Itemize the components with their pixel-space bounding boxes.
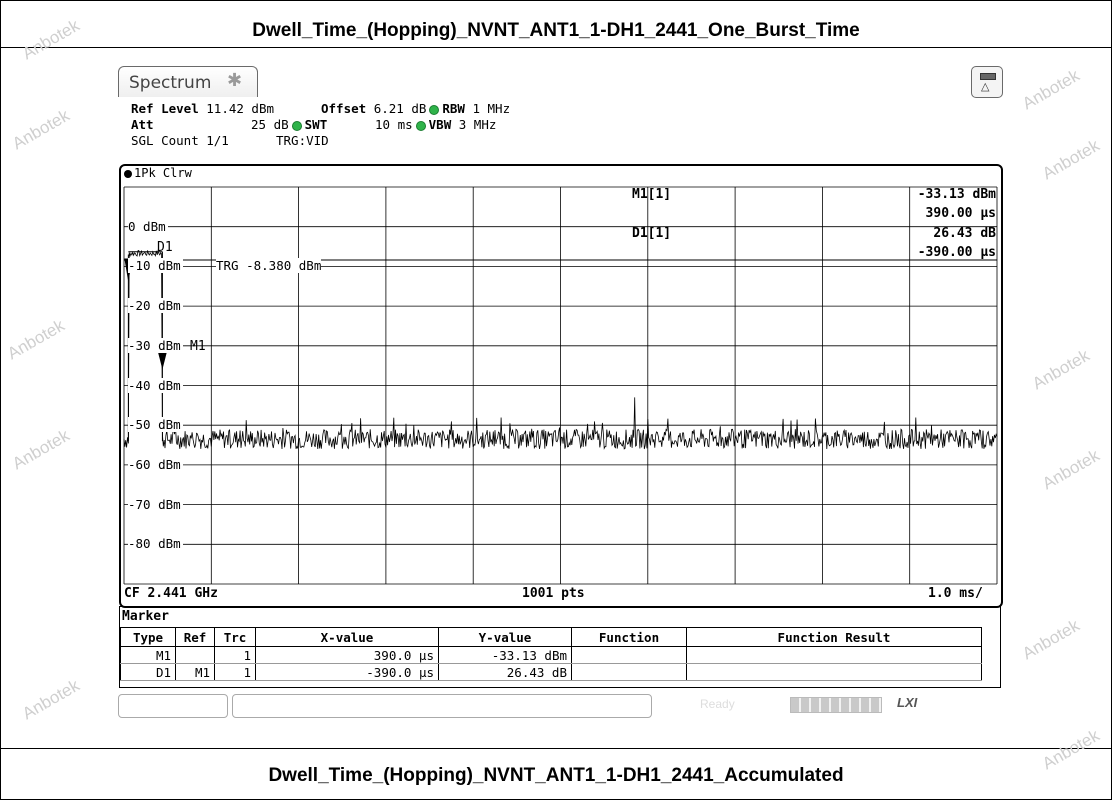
marker-table: Type Ref Trc X-value Y-value Function Fu… — [120, 627, 982, 681]
swt-value: 10 ms — [375, 117, 413, 132]
att-label: Att — [131, 117, 154, 132]
table-row[interactable]: D1 M1 1 -390.0 µs 26.43 dB — [120, 663, 982, 681]
cell-function — [571, 646, 687, 664]
cell-y-value: -33.13 dBm — [438, 646, 572, 664]
spectrum-diagram[interactable] — [119, 164, 1003, 608]
cell-function-result — [686, 663, 982, 681]
trace-polyline — [123, 249, 998, 450]
cell-type: D1 — [120, 663, 176, 681]
marker-m1-time: 390.00 µs — [925, 206, 996, 221]
marker-d1-level: 26.43 dB — [933, 226, 996, 241]
cell-ref: M1 — [175, 663, 215, 681]
layout-toggle-button[interactable]: △ — [971, 66, 1003, 98]
cell-x-value: -390.0 µs — [255, 663, 439, 681]
vbw-label: VBW — [428, 117, 452, 132]
cell-function-result — [686, 646, 982, 664]
sgl-count: SGL Count 1/1 — [131, 133, 229, 148]
cell-type: M1 — [120, 646, 176, 664]
trigger-level-label: TRG -8.380 dBm — [216, 258, 322, 273]
cell-trc: 1 — [214, 663, 256, 681]
m1-marker-icon — [157, 349, 168, 370]
ref-level-label: Ref Level — [131, 101, 199, 116]
caption-divider-top — [0, 47, 1112, 48]
status-dot-icon — [429, 104, 440, 115]
col-type: Type — [120, 627, 176, 647]
analyzer-screen — [117, 58, 1002, 718]
y-tick-label: -50 dBm — [128, 417, 183, 433]
status-ready: Ready — [700, 697, 735, 711]
col-function: Function — [571, 627, 687, 647]
col-ref: Ref — [175, 627, 215, 647]
marker-table-panel — [119, 606, 1001, 688]
status-dot-icon — [415, 120, 426, 131]
trace-dot-icon — [124, 169, 132, 178]
status-message-field[interactable] — [232, 694, 652, 718]
y-tick-label: 0 dBm — [128, 218, 168, 234]
m1-tag: M1 — [190, 339, 206, 354]
vbw-value: 3 MHz — [458, 117, 497, 132]
cell-ref — [175, 646, 215, 664]
col-trc: Trc — [214, 627, 256, 647]
col-x-value: X-value — [255, 627, 439, 647]
cell-trc: 1 — [214, 646, 256, 664]
progress-bar — [790, 697, 882, 713]
ref-level-value: 11.42 dBm — [206, 101, 274, 116]
plot-grid — [123, 186, 998, 585]
offset-label: Offset — [321, 101, 367, 116]
rbw-value: 1 MHz — [472, 101, 511, 116]
table-row[interactable]: M1 1 390.0 µs -33.13 dBm — [120, 646, 982, 664]
status-field-left[interactable] — [118, 694, 228, 718]
y-tick-label: -20 dBm — [128, 298, 183, 314]
sweep-points: 1001 pts — [522, 586, 585, 601]
trace-label: 1Pk Clrw — [124, 166, 192, 180]
y-tick-label: -70 dBm — [128, 496, 183, 512]
caption-accumulated: Dwell_Time_(Hopping)_NVNT_ANT1_1-DH1_244… — [268, 765, 844, 786]
y-tick-label: -60 dBm — [128, 456, 183, 472]
y-tick-label: -30 dBm — [128, 337, 183, 353]
marker-table-title: Marker — [122, 609, 169, 624]
col-y-value: Y-value — [438, 627, 572, 647]
y-tick-label: -10 dBm — [128, 258, 183, 274]
center-frequency: CF 2.441 GHz — [124, 586, 218, 601]
att-value: 25 dB — [251, 117, 289, 132]
lxi-logo-icon: LXI — [897, 695, 918, 710]
pin-icon[interactable]: ✱ — [227, 70, 243, 90]
y-tick-label: -40 dBm — [128, 377, 183, 393]
caption-one-burst-time: Dwell_Time_(Hopping)_NVNT_ANT1_1-DH1_244… — [252, 20, 860, 41]
marker-d1-time: -390.00 µs — [917, 245, 996, 260]
tab-spectrum[interactable]: Spectrum ✱ — [118, 66, 258, 97]
d1-tag: D1 — [157, 240, 173, 255]
rbw-label: RBW — [442, 101, 465, 116]
caption-divider-bottom — [0, 748, 1112, 749]
offset-value: 6.21 dB — [373, 101, 427, 116]
status-dot-icon — [291, 120, 302, 131]
swt-label: SWT — [304, 117, 328, 132]
window-icon — [980, 73, 996, 80]
col-function-result: Function Result — [686, 627, 982, 647]
marker-m1-level: -33.13 dBm — [917, 187, 996, 202]
trace-mode: 1Pk Clrw — [134, 166, 192, 180]
triangle-icon: △ — [981, 81, 990, 93]
y-tick-label: -80 dBm — [128, 536, 183, 552]
cell-x-value: 390.0 µs — [255, 646, 439, 664]
trace-line — [123, 249, 998, 450]
trigger-source: TRG:VID — [276, 133, 329, 148]
cell-function — [571, 663, 687, 681]
time-per-division: 1.0 ms/ — [928, 586, 983, 601]
cell-y-value: 26.43 dB — [438, 663, 572, 681]
marker-d1-name: D1[1] — [632, 226, 672, 241]
tab-spectrum-label: Spectrum — [129, 73, 212, 93]
marker-m1-name: M1[1] — [632, 187, 672, 202]
